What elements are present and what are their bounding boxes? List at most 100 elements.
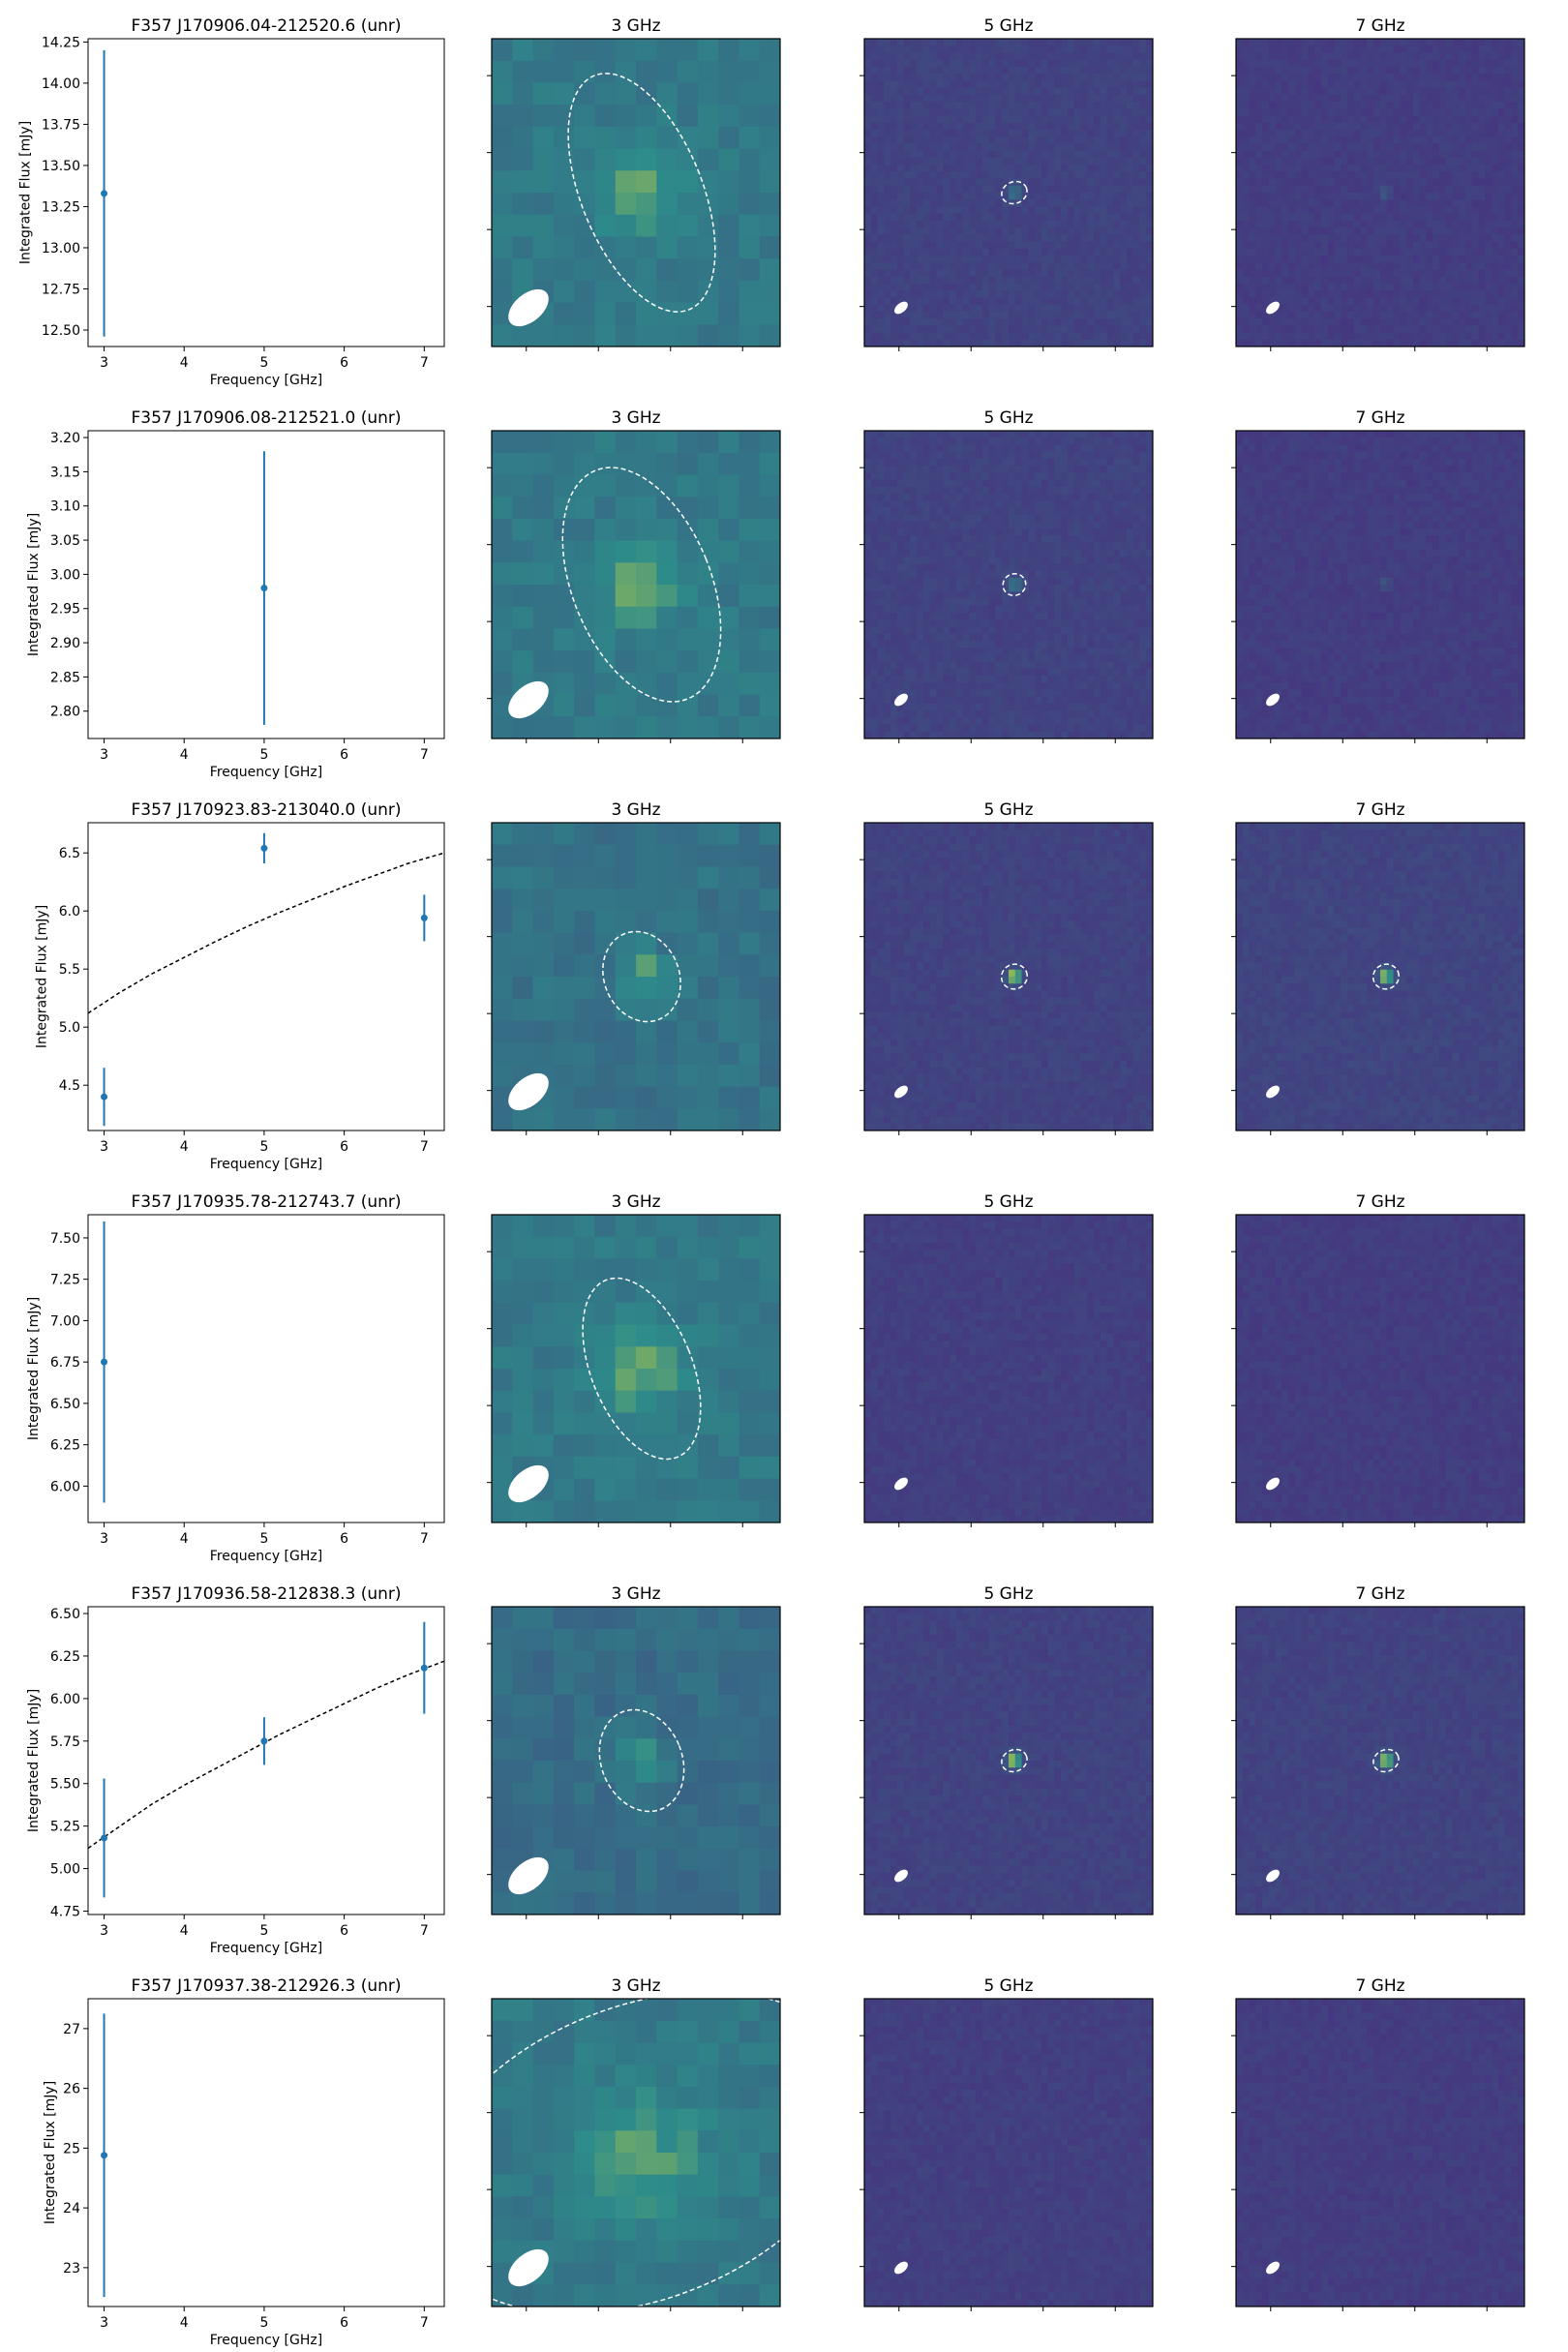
image-pixels bbox=[492, 39, 780, 347]
plot-area bbox=[101, 1221, 108, 1503]
source-ellipse bbox=[582, 1277, 702, 1461]
image-panel-1: 3 GHz bbox=[487, 1584, 781, 1919]
y-tick-label: 6.75 bbox=[50, 1355, 80, 1371]
beam-ellipse bbox=[1266, 1085, 1280, 1099]
data-point bbox=[420, 914, 428, 921]
x-tick-label: 4 bbox=[180, 2315, 189, 2331]
data-point bbox=[101, 1093, 108, 1101]
image-pixels bbox=[492, 431, 780, 739]
y-tick-label: 4.5 bbox=[59, 1078, 80, 1094]
y-tick-label: 7.25 bbox=[50, 1273, 80, 1288]
beam-ellipse bbox=[1266, 301, 1280, 315]
image-panel-title: 7 GHz bbox=[1355, 408, 1404, 428]
image-panel-2: 5 GHz bbox=[859, 1584, 1154, 1919]
spectrum-title: F357 J170937.38-212926.3 (unr) bbox=[131, 1976, 401, 1996]
image-frame bbox=[491, 38, 781, 347]
y-tick-label: 5.50 bbox=[50, 1777, 80, 1793]
data-point bbox=[420, 1664, 428, 1672]
x-tick-label: 3 bbox=[100, 1531, 108, 1547]
y-tick-label: 2.80 bbox=[50, 705, 80, 720]
y-tick-label: 14.00 bbox=[42, 76, 80, 92]
image-panel-title: 5 GHz bbox=[983, 1584, 1033, 1604]
image-panel-title: 7 GHz bbox=[1355, 1584, 1404, 1604]
x-tick-label: 3 bbox=[100, 1923, 108, 1939]
image-panel-3: 7 GHz bbox=[1231, 408, 1525, 743]
y-tick-label: 6.00 bbox=[50, 1479, 80, 1494]
y-axis-label: Integrated Flux [mJy] bbox=[26, 1689, 42, 1832]
image-panel-2: 5 GHz bbox=[859, 1192, 1154, 1527]
image-panel-title: 5 GHz bbox=[983, 1976, 1033, 1996]
image-panel-title: 7 GHz bbox=[1355, 1976, 1404, 1996]
y-axis-label: Integrated Flux [mJy] bbox=[43, 2081, 58, 2224]
row-5: F357 J170936.58-212838.3 (unr) Frequency … bbox=[26, 1584, 1525, 1956]
data-point bbox=[260, 844, 268, 852]
plot-area bbox=[101, 2013, 108, 2298]
x-tick-label: 4 bbox=[180, 355, 189, 371]
x-tick-label: 3 bbox=[100, 1139, 108, 1155]
image-pixels bbox=[1236, 39, 1524, 347]
image-panel-title: 3 GHz bbox=[611, 16, 660, 36]
x-axis-label: Frequency [GHz] bbox=[210, 373, 322, 388]
image-frame bbox=[1235, 1214, 1525, 1523]
x-tick-label: 7 bbox=[420, 1139, 429, 1155]
image-panel-1: 3 GHz bbox=[487, 1192, 781, 1527]
x-tick-label: 7 bbox=[420, 1531, 429, 1547]
x-tick-label: 7 bbox=[420, 1923, 429, 1939]
fit-line bbox=[88, 852, 444, 1014]
image-pixels bbox=[864, 1215, 1153, 1523]
image-panel-2: 5 GHz bbox=[859, 1976, 1154, 2311]
x-tick-label: 4 bbox=[180, 1139, 189, 1155]
y-tick-label: 5.5 bbox=[59, 962, 80, 978]
y-tick-label: 3.05 bbox=[50, 533, 80, 549]
plot-area bbox=[88, 832, 444, 1127]
source-ellipse bbox=[1000, 963, 1029, 990]
y-axis-label: Integrated Flux [mJy] bbox=[26, 1297, 42, 1440]
x-tick-label: 6 bbox=[340, 1923, 348, 1939]
beam-ellipse bbox=[508, 1464, 549, 1503]
plot-area bbox=[260, 451, 268, 725]
x-tick-label: 5 bbox=[259, 1531, 268, 1547]
row-2: F357 J170906.08-212521.0 (unr) Frequency … bbox=[26, 408, 1525, 780]
image-frame bbox=[1235, 38, 1525, 347]
image-frame bbox=[1235, 822, 1525, 1131]
y-tick-label: 4.75 bbox=[50, 1904, 80, 1919]
image-pixels bbox=[492, 1999, 780, 2307]
image-pixels bbox=[1236, 1215, 1524, 1523]
x-tick-label: 6 bbox=[340, 1139, 348, 1155]
x-axis-label: Frequency [GHz] bbox=[210, 2333, 322, 2348]
image-panel-1: 3 GHz bbox=[487, 408, 781, 743]
y-tick-label: 6.50 bbox=[50, 1397, 80, 1412]
image-panel-3: 7 GHz bbox=[1231, 800, 1525, 1135]
image-frame bbox=[491, 1214, 781, 1523]
image-panel-2: 5 GHz bbox=[859, 408, 1154, 743]
beam-ellipse bbox=[508, 1856, 549, 1895]
source-ellipse bbox=[1372, 963, 1401, 990]
x-tick-label: 7 bbox=[420, 747, 429, 763]
image-panel-title: 5 GHz bbox=[983, 1192, 1033, 1212]
plot-area bbox=[88, 1621, 444, 1898]
spectrum-axes-frame bbox=[87, 1214, 445, 1523]
y-tick-label: 3.00 bbox=[50, 567, 80, 583]
beam-ellipse bbox=[894, 693, 908, 707]
row-3: F357 J170923.83-213040.0 (unr) Frequency … bbox=[35, 800, 1525, 1172]
y-tick-label: 3.15 bbox=[50, 465, 80, 480]
spectrum-title: F357 J170936.58-212838.3 (unr) bbox=[131, 1584, 401, 1604]
x-axis-label: Frequency [GHz] bbox=[210, 1157, 322, 1172]
image-frame bbox=[1235, 1998, 1525, 2307]
beam-ellipse bbox=[894, 1869, 908, 1883]
source-ellipse bbox=[1001, 180, 1028, 205]
image-panel-title: 5 GHz bbox=[983, 16, 1033, 36]
image-pixels bbox=[492, 1607, 780, 1915]
beam-ellipse bbox=[508, 288, 549, 327]
image-panel-title: 7 GHz bbox=[1355, 800, 1404, 820]
image-pixels bbox=[492, 1215, 780, 1523]
y-tick-label: 23 bbox=[63, 2261, 80, 2277]
y-tick-label: 6.00 bbox=[50, 1692, 80, 1707]
image-panel-1: 3 GHz bbox=[487, 16, 781, 351]
beam-ellipse bbox=[1266, 2261, 1280, 2275]
x-tick-label: 5 bbox=[259, 355, 268, 371]
image-pixels bbox=[864, 1999, 1153, 2307]
beam-ellipse bbox=[894, 301, 908, 315]
beam-ellipse bbox=[1266, 693, 1280, 707]
image-panel-title: 7 GHz bbox=[1355, 16, 1404, 36]
